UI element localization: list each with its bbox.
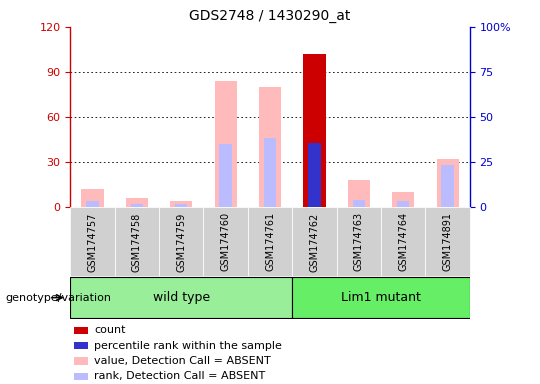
Bar [74,326,88,334]
Text: GSM174764: GSM174764 [398,212,408,271]
Bar [259,87,281,207]
Text: GSM174891: GSM174891 [443,212,453,271]
Bar [214,81,237,207]
Bar [397,201,409,207]
Bar [74,372,88,380]
Bar [308,143,321,207]
Bar [175,204,187,207]
Bar [170,201,192,207]
Bar [74,342,88,349]
Bar [426,207,470,276]
Text: count: count [94,325,126,335]
Bar [131,204,143,207]
Text: GSM174757: GSM174757 [87,212,97,271]
Bar [70,207,114,276]
Text: GSM174762: GSM174762 [309,212,319,271]
Bar [114,207,159,276]
Text: GSM174761: GSM174761 [265,212,275,271]
Bar [159,207,204,276]
Text: GSM174758: GSM174758 [132,212,142,271]
Bar [126,198,148,207]
Text: Lim1 mutant: Lim1 mutant [341,291,421,304]
Bar [292,207,336,276]
Bar [74,357,88,365]
Text: percentile rank within the sample: percentile rank within the sample [94,341,282,351]
Bar [264,138,276,207]
Text: GSM174759: GSM174759 [176,212,186,271]
Text: GSM174760: GSM174760 [221,212,231,271]
Bar [82,189,104,207]
Text: wild type: wild type [153,291,210,304]
Bar [336,207,381,276]
Bar [219,144,232,207]
Bar [381,207,426,276]
Bar [70,277,292,318]
Text: GSM174763: GSM174763 [354,212,364,271]
Bar [204,207,248,276]
Text: genotype/variation: genotype/variation [5,293,111,303]
Bar [436,159,458,207]
Bar [348,180,370,207]
Bar [442,165,454,207]
Text: rank, Detection Call = ABSENT: rank, Detection Call = ABSENT [94,371,266,381]
Bar [86,201,98,207]
Bar [353,200,365,207]
Bar [248,207,292,276]
Bar [303,54,326,207]
Bar [392,192,414,207]
Bar [292,277,470,318]
Title: GDS2748 / 1430290_at: GDS2748 / 1430290_at [190,9,350,23]
Text: value, Detection Call = ABSENT: value, Detection Call = ABSENT [94,356,271,366]
